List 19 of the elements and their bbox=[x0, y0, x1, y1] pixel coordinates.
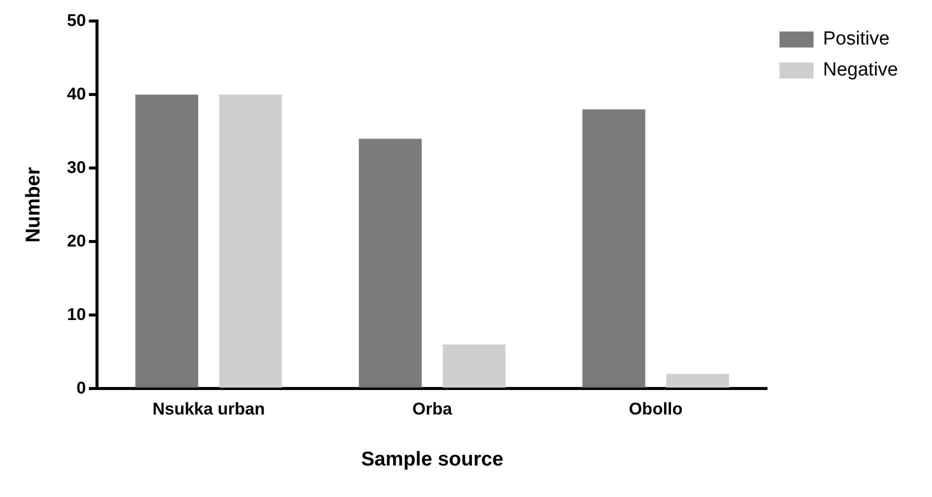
bar bbox=[135, 94, 198, 388]
x-tick-label: Obollo bbox=[628, 399, 683, 418]
legend-label: Negative bbox=[823, 60, 898, 81]
bar bbox=[442, 344, 506, 388]
y-axis-title: Number bbox=[22, 166, 45, 243]
x-tick-label: Nsukka urban bbox=[152, 399, 265, 418]
y-tick-label: 0 bbox=[76, 378, 86, 398]
bar bbox=[358, 138, 422, 388]
y-tick-label: 30 bbox=[66, 158, 86, 177]
y-tick-label: 10 bbox=[66, 304, 86, 324]
bar bbox=[666, 374, 730, 388]
bar bbox=[219, 94, 282, 388]
y-tick-label: 20 bbox=[66, 231, 86, 250]
y-tick-label: 40 bbox=[66, 84, 86, 104]
legend-label: Positive bbox=[823, 28, 890, 50]
x-tick-label: Orba bbox=[412, 399, 453, 418]
y-tick-label: 50 bbox=[66, 10, 86, 30]
x-axis-title: Sample source bbox=[361, 448, 504, 471]
bar bbox=[582, 109, 646, 388]
